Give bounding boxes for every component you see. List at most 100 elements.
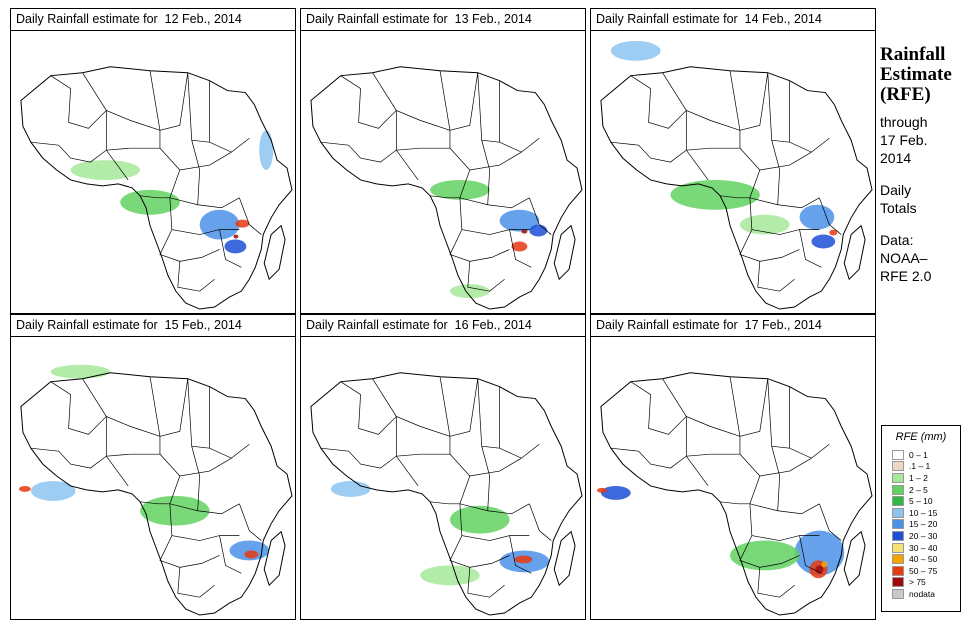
rainfall-patch [199, 209, 240, 240]
rainfall-patch [511, 241, 528, 252]
legend-item: 50 – 75 [892, 565, 960, 577]
country-border [799, 229, 822, 268]
panel-title: Daily Rainfall estimate for 14 Feb., 201… [590, 8, 876, 31]
country-border [467, 567, 505, 598]
country-border [395, 110, 419, 181]
country-border [187, 378, 210, 449]
africa-map [590, 336, 876, 620]
country-border [449, 229, 510, 262]
country-border [395, 416, 419, 487]
madagascar-outline [843, 530, 866, 587]
legend-item: 1 – 2 [892, 472, 960, 484]
rainfall-patch [449, 284, 490, 299]
country-border [449, 147, 522, 171]
legend-label: 15 – 20 [909, 519, 938, 530]
country-border [477, 378, 500, 449]
country-border [219, 229, 242, 268]
continent-outline [600, 372, 873, 616]
rainfall-patch [224, 239, 247, 254]
legend-swatch [892, 530, 904, 541]
country-border [372, 378, 451, 437]
africa-map-svg [310, 66, 583, 310]
caption-source-line1: NOAA– [880, 250, 928, 266]
legend-item: > 75 [892, 577, 960, 589]
country-border [149, 376, 189, 437]
legend-swatch [892, 577, 904, 588]
country-border [50, 75, 107, 129]
legend-title: RFE (mm) [895, 431, 947, 443]
country-border [30, 141, 131, 163]
legend-swatch [892, 519, 904, 530]
continent-outline [20, 372, 293, 616]
panel-title: Daily Rainfall estimate for 13 Feb., 201… [300, 8, 586, 31]
country-border [209, 386, 250, 459]
country-border [159, 147, 232, 171]
legend-label: 1 – 2 [909, 472, 928, 483]
country-border [529, 503, 552, 541]
caption-daily: Daily [880, 182, 912, 198]
country-border [320, 141, 421, 163]
legend-label: 2 – 5 [909, 484, 928, 495]
continent-outline [20, 66, 293, 310]
caption-title-line1: Rainfall [880, 44, 946, 65]
legend-item: 2 – 5 [892, 484, 960, 496]
country-border [191, 140, 201, 205]
africa-map-svg [18, 364, 293, 616]
country-border [819, 503, 842, 541]
rainfall-patch [521, 229, 528, 234]
rainfall-patch [70, 160, 141, 180]
country-border [159, 453, 232, 477]
legend-item: nodata [892, 588, 960, 600]
country-border [757, 261, 795, 292]
rainfall-patch [794, 530, 845, 576]
legend-label: .1 – 1 [909, 461, 931, 472]
country-border [757, 567, 795, 598]
legend-swatch [892, 554, 904, 565]
continent-outline [310, 66, 583, 310]
africa-map-svg [596, 372, 873, 616]
country-border [610, 141, 711, 163]
rainfall-patch [259, 130, 274, 171]
country-border [509, 229, 532, 268]
legend-swatch [892, 449, 904, 460]
madagascar-outline [263, 530, 286, 587]
country-border [130, 436, 161, 455]
country-border [481, 446, 491, 511]
caption-data-label: Data: [880, 232, 914, 248]
country-border [105, 416, 129, 487]
country-border [729, 376, 769, 437]
legend-swatch [892, 484, 904, 495]
country-border [467, 261, 505, 292]
country-border [819, 197, 842, 235]
rainfall-patch [120, 189, 180, 215]
country-border [771, 140, 781, 205]
rainfall-patch [799, 204, 835, 230]
country-border [767, 72, 790, 143]
country-border [459, 475, 530, 515]
rainfall-patch [670, 179, 760, 210]
panel-title: Daily Rainfall estimate for 17 Feb., 201… [590, 314, 876, 337]
country-border [420, 436, 451, 455]
legend-swatch [892, 461, 904, 472]
country-border [169, 169, 240, 209]
rainfall-patch [50, 364, 111, 379]
madagascar-outline [553, 224, 576, 281]
country-border [739, 147, 812, 171]
country-border [749, 169, 820, 209]
country-border [130, 130, 161, 149]
country-border [187, 72, 210, 143]
country-border [662, 378, 741, 437]
rainfall-patch [610, 40, 661, 61]
country-border [685, 110, 709, 181]
rainfall-patch [730, 540, 800, 571]
rainfall-patch [529, 224, 548, 237]
rainfall-patch [233, 234, 239, 239]
side-caption: Rainfall Estimate (RFE) through 17 Feb. … [880, 45, 965, 285]
country-border [529, 197, 552, 235]
legend-item: 30 – 40 [892, 542, 960, 554]
rainfall-patch [600, 485, 631, 500]
rainfall-patch [829, 229, 838, 236]
country-border [177, 567, 215, 598]
